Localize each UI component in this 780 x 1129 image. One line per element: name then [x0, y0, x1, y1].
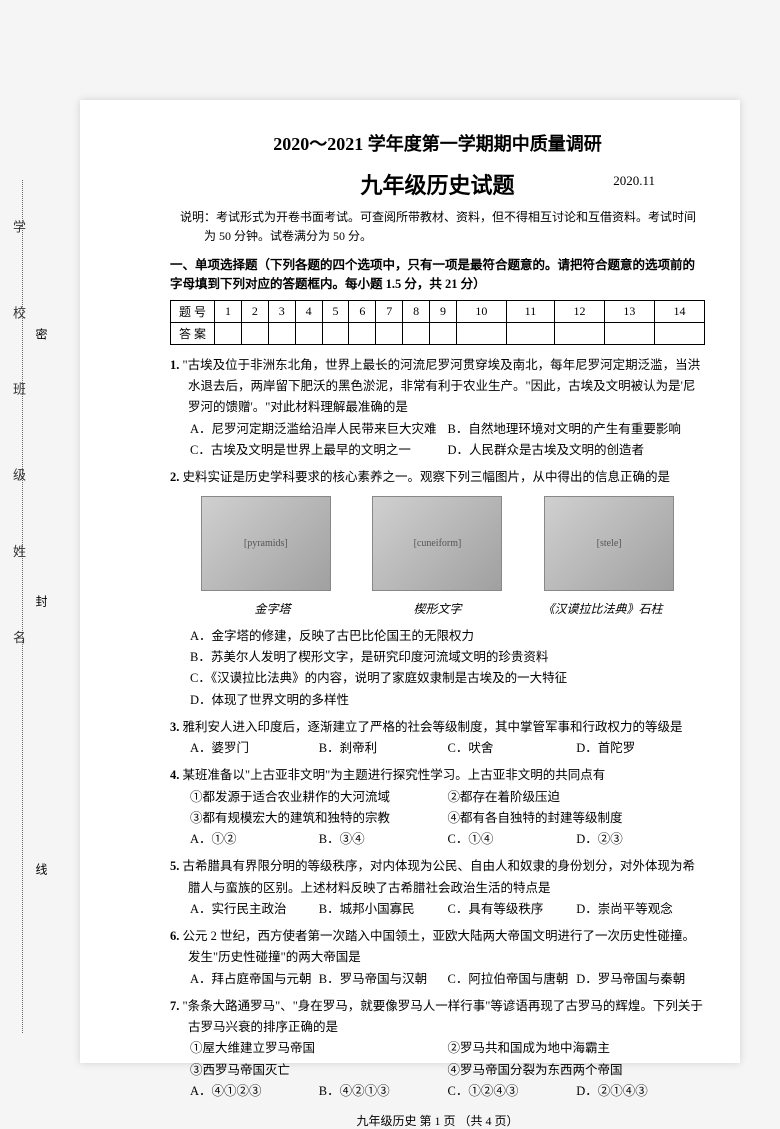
option: D．体现了世界文明的多样性 [190, 690, 705, 711]
option: C．①②④③ [448, 1081, 577, 1102]
option: C．①④ [448, 829, 577, 850]
exam-page: 学 校 班 级 姓 名 密 封 线 2020～2021 学年度第一学期期中质量调… [80, 100, 740, 1063]
table-row: 题 号 1 2 3 4 5 6 7 8 9 10 11 12 13 14 [171, 300, 705, 322]
figure-caption: 楔形文字 [355, 599, 520, 619]
option: B．自然地理环境对文明的产生有重要影响 [448, 419, 706, 440]
questions-container: 1. "古埃及位于非洲东北角，世界上最长的河流尼罗河贯穿埃及南北，每年尼罗河定期… [170, 355, 705, 1102]
title-main: 2020～2021 学年度第一学期期中质量调研 [170, 130, 705, 156]
seal-marks: 密 封 线 [35, 200, 50, 1003]
figure-cuneiform: [cuneiform] [372, 496, 502, 591]
figure-caption: 金字塔 [190, 599, 355, 619]
question: 1. "古埃及位于非洲东北角，世界上最长的河流尼罗河贯穿埃及南北，每年尼罗河定期… [170, 355, 705, 461]
page-footer: 九年级历史 第 1 页 （共 4 页） [170, 1112, 705, 1129]
option: A．拜占庭帝国与元朝 [190, 969, 319, 990]
instructions: 说明：考试形式为开卷书面考试。可查阅所带教材、资料，但不得相互讨论和互借资料。考… [194, 208, 705, 246]
section-1-header: 一、单项选择题（下列各题的四个选项中，只有一项是最符合题意的。请把符合题意的选项… [170, 256, 705, 294]
row-label: 答 案 [171, 322, 215, 344]
figure-caption: 《汉谟拉比法典》石柱 [520, 599, 685, 619]
figure-stele: [stele] [544, 496, 674, 591]
option: A．①② [190, 829, 319, 850]
question: 4. 某班准备以"上古亚非文明"为主题进行探究性学习。上古亚非文明的共同点有①都… [170, 765, 705, 850]
option: B．刹帝利 [319, 738, 448, 759]
exam-date: 2020.11 [613, 173, 655, 189]
option: B．苏美尔人发明了楔形文字，是研究印度河流域文明的珍贵资料 [190, 647, 705, 668]
answer-table: 题 号 1 2 3 4 5 6 7 8 9 10 11 12 13 14 答 案 [170, 300, 705, 345]
option: A．④①②③ [190, 1081, 319, 1102]
title-sub: 九年级历史试题 2020.11 [170, 168, 705, 200]
option: A．金字塔的修建，反映了古巴比伦国王的无限权力 [190, 626, 705, 647]
option: C．吠舍 [448, 738, 577, 759]
option: C．《汉谟拉比法典》的内容，说明了家庭奴隶制是古埃及的一大特征 [190, 668, 705, 689]
option: C．具有等级秩序 [448, 899, 577, 920]
option: C．阿拉伯帝国与唐朝 [448, 969, 577, 990]
side-labels: 学 校 班 级 姓 名 [10, 220, 28, 1033]
option: D．首陀罗 [576, 738, 705, 759]
option: D．罗马帝国与秦朝 [576, 969, 705, 990]
row-label: 题 号 [171, 300, 215, 322]
option: D．②③ [576, 829, 705, 850]
option: B．城邦小国寡民 [319, 899, 448, 920]
option: A．婆罗门 [190, 738, 319, 759]
figure-pyramids: [pyramids] [201, 496, 331, 591]
option: D．②①④③ [576, 1081, 705, 1102]
option: A．实行民主政治 [190, 899, 319, 920]
option: D．人民群众是古埃及文明的创造者 [448, 440, 706, 461]
option: B．③④ [319, 829, 448, 850]
question: 3. 雅利安人进入印度后，逐渐建立了严格的社会等级制度，其中掌管军事和行政权力的… [170, 717, 705, 760]
question: 7. "条条大路通罗马"、"身在罗马，就要像罗马人一样行事"等谚语再现了古罗马的… [170, 996, 705, 1102]
option: B．④②①③ [319, 1081, 448, 1102]
question: 2. 史料实证是历史学科要求的核心素养之一。观察下列三幅图片，从中得出的信息正确… [170, 467, 705, 711]
question: 5. 古希腊具有界限分明的等级秩序，对内体现为公民、自由人和奴隶的身份划分，对外… [170, 856, 705, 920]
option: A．尼罗河定期泛滥给沿岸人民带来巨大灾难 [190, 419, 448, 440]
option: D．崇尚平等观念 [576, 899, 705, 920]
question: 6. 公元 2 世纪，西方使者第一次踏入中国领土，亚欧大陆两大帝国文明进行了一次… [170, 926, 705, 990]
option: C．古埃及文明是世界上最早的文明之一 [190, 440, 448, 461]
table-row: 答 案 [171, 322, 705, 344]
option: B．罗马帝国与汉朝 [319, 969, 448, 990]
